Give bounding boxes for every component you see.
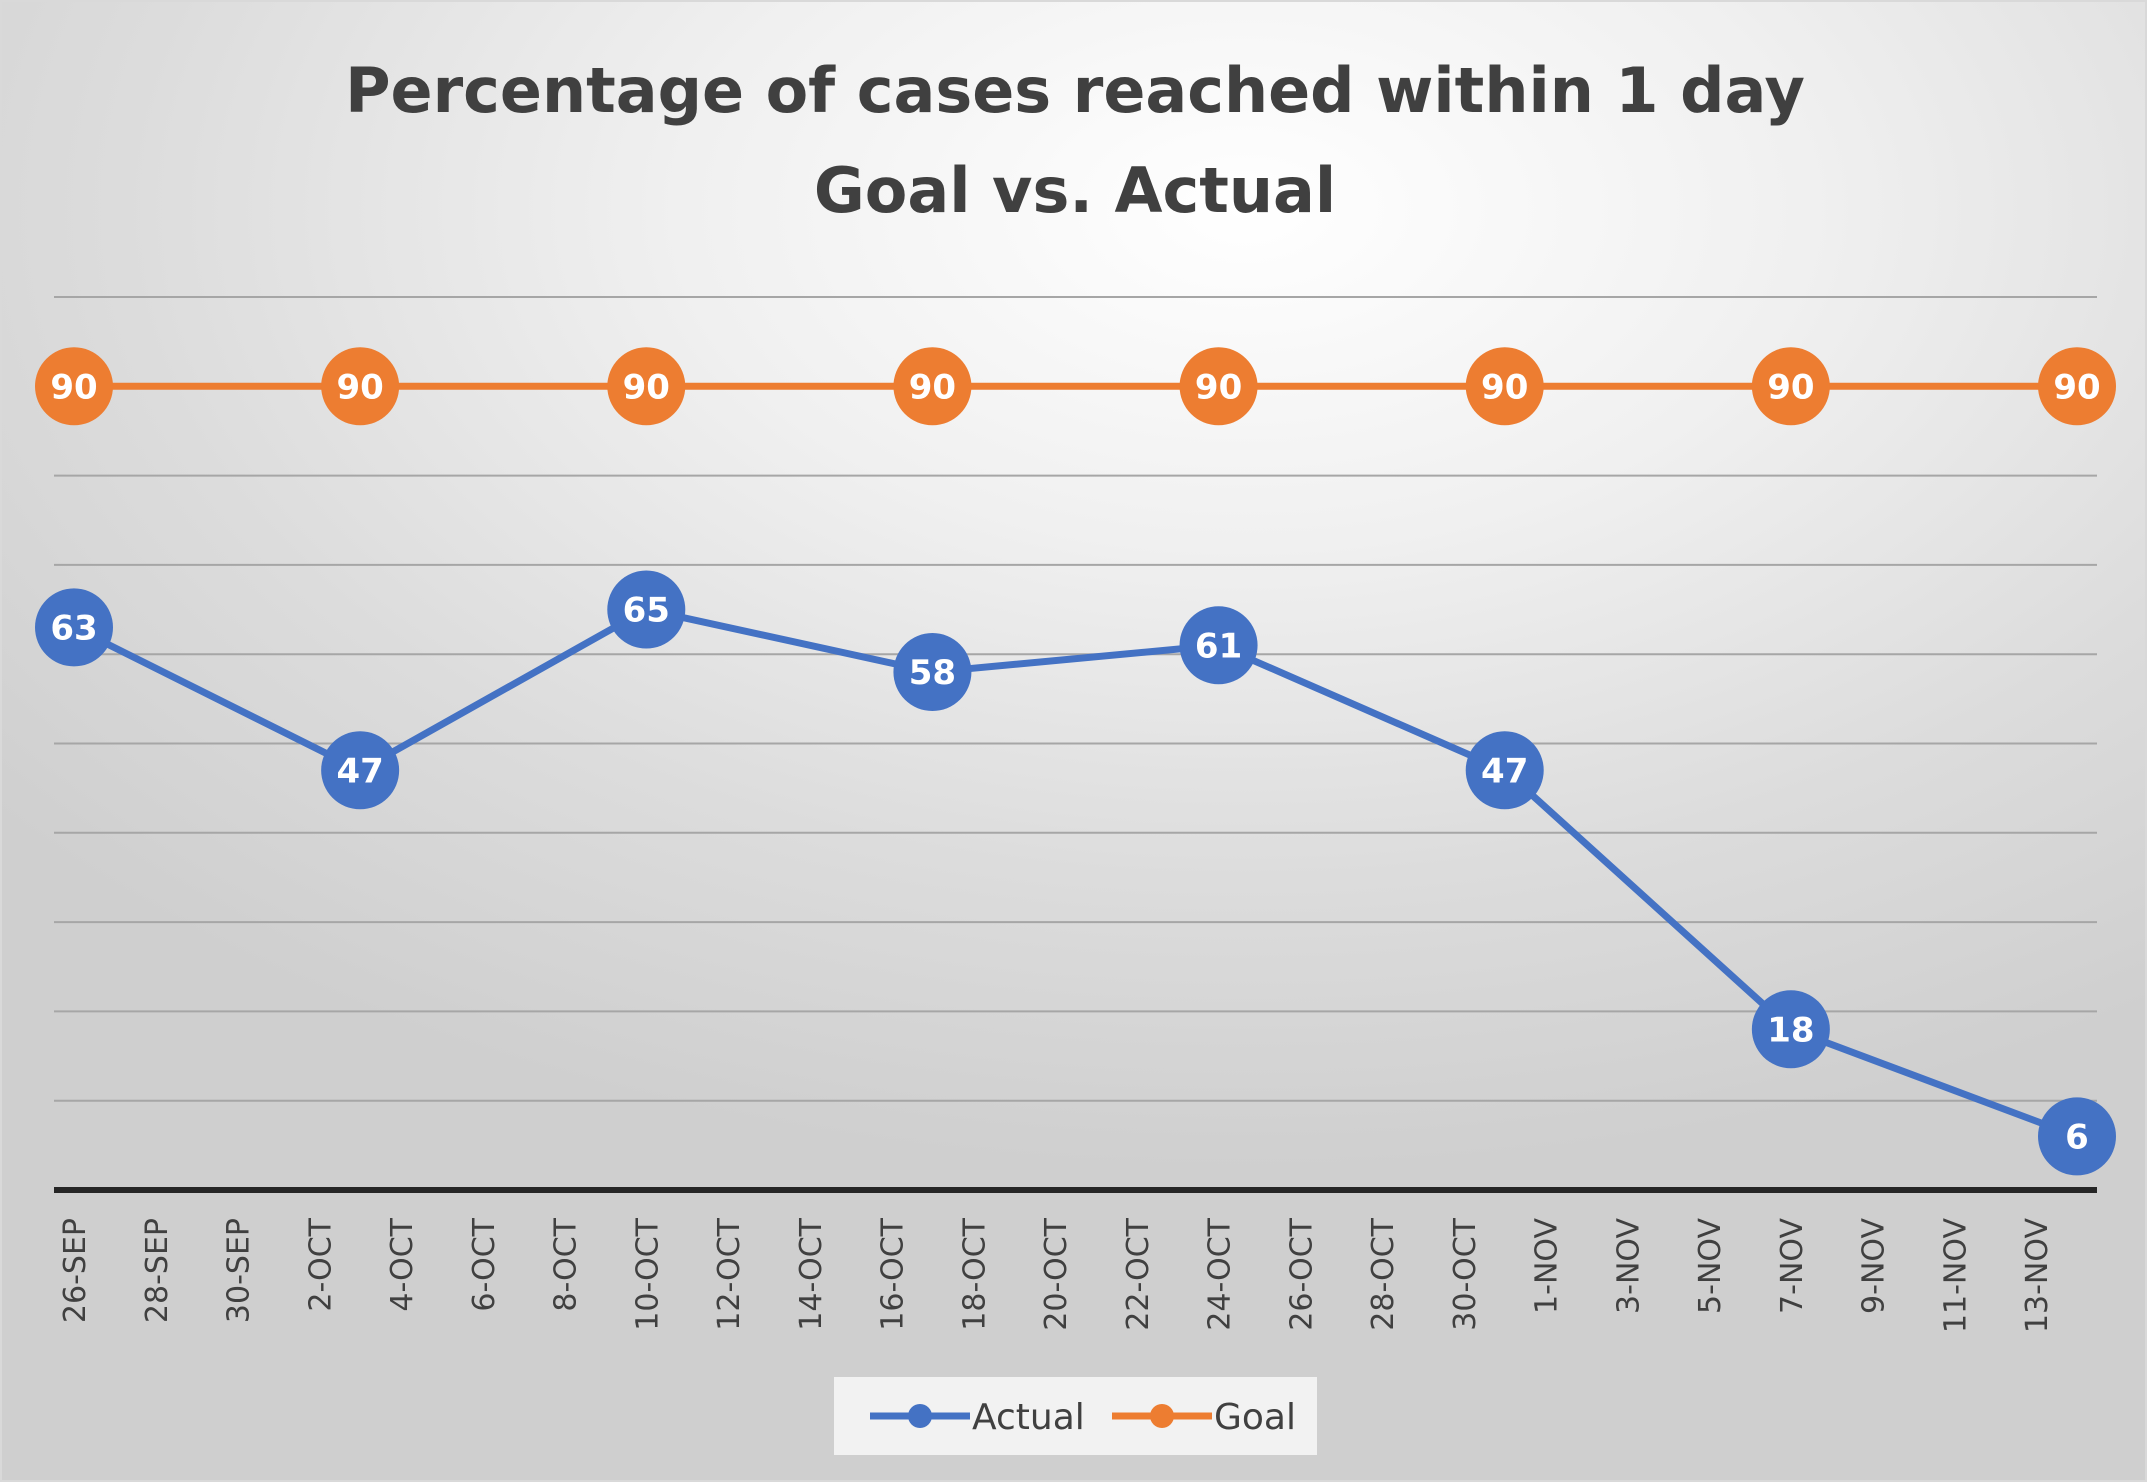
legend-label-goal: Goal [1214,1397,1296,1438]
x-tick-label: 8-OCT [549,1217,584,1311]
x-tick-label: 30-OCT [1448,1217,1483,1330]
data-point-goal [321,347,400,426]
data-point-actual [1179,606,1258,685]
series-line-actual [72,606,2079,1140]
x-tick-label: 24-OCT [1203,1217,1238,1330]
data-point-goal [607,347,686,426]
data-point-actual [1465,731,1544,810]
data-label-actual: 6 [2065,1117,2089,1157]
data-point-goal [1179,347,1258,426]
data-label-goal: 90 [2053,367,2100,407]
chart-title: Percentage of cases reached within 1 day… [345,54,1805,227]
data-label-goal: 90 [623,367,670,407]
x-tick-label: 12-OCT [712,1217,747,1330]
data-point-actual [321,731,400,810]
data-point-goal [2038,347,2116,426]
x-tick-label: 6-OCT [467,1217,502,1311]
data-label-goal: 90 [909,367,956,407]
data-label-actual: 63 [50,608,97,648]
chart-title-line-2: Goal vs. Actual [814,154,1336,227]
data-label-goal: 90 [336,367,383,407]
x-tick-label: 2-OCT [303,1217,338,1311]
data-label-goal: 90 [1481,367,1528,407]
data-label-actual: 58 [909,653,956,693]
x-tick-label: 28-OCT [1366,1217,1401,1330]
x-tick-label: 20-OCT [1039,1217,1074,1330]
x-tick-label: 26-OCT [1284,1217,1319,1330]
chart-title-line-1: Percentage of cases reached within 1 day [345,54,1805,127]
data-label-actual: 47 [336,751,383,791]
legend-marker-goal [1150,1404,1174,1428]
data-point-actual [2038,1097,2116,1176]
data-point-goal [893,347,972,426]
x-tick-label: 7-NOV [1775,1218,1810,1314]
data-label-goal: 90 [1195,367,1242,407]
x-tick-label: 3-NOV [1611,1218,1646,1314]
x-tick-label: 22-OCT [1121,1217,1156,1330]
x-tick-label: 14-OCT [794,1217,829,1330]
legend-label-actual: Actual [972,1397,1085,1438]
data-label-actual: 47 [1481,751,1528,791]
data-point-goal [1465,347,1544,426]
data-point-goal [35,347,113,426]
x-tick-label: 18-OCT [957,1217,992,1330]
data-point-actual [35,588,113,667]
data-point-actual [607,570,686,649]
data-label-actual: 65 [623,591,670,631]
x-tick-label: 28-SEP [140,1218,175,1323]
data-point-goal [1751,347,1830,426]
x-axis: 26-SEP 28-SEP 30-SEP 2-OCT 4-OCT 6-OCT 8-OCT 10… [54,1187,2097,1334]
legend-marker-actual [908,1404,932,1428]
x-tick-label: 30-SEP [222,1218,257,1323]
legend: Actual Goal [834,1377,1317,1455]
x-tick-label: 1-NOV [1530,1218,1565,1314]
data-point-actual [893,633,972,712]
x-tick-label: 10-OCT [630,1217,665,1330]
x-tick-label: 26-SEP [58,1218,93,1323]
data-point-actual [1751,990,1830,1069]
data-label-goal: 90 [1767,367,1814,407]
x-tick-label: 5-NOV [1693,1218,1728,1314]
data-label-actual: 18 [1767,1010,1814,1050]
data-label-actual: 61 [1195,626,1242,666]
series-lines: 90 90 90 90 90 90 90 90 63 47 65 58 61 47 18 6 [35,347,2116,1176]
x-tick-label: 16-OCT [876,1217,911,1330]
x-tick-label: 11-NOV [1938,1218,1973,1334]
x-tick-label: 4-OCT [385,1217,420,1311]
data-label-goal: 90 [50,367,97,407]
x-tick-label: 13-NOV [2020,1218,2055,1334]
x-tick-label: 9-NOV [1857,1218,1892,1314]
